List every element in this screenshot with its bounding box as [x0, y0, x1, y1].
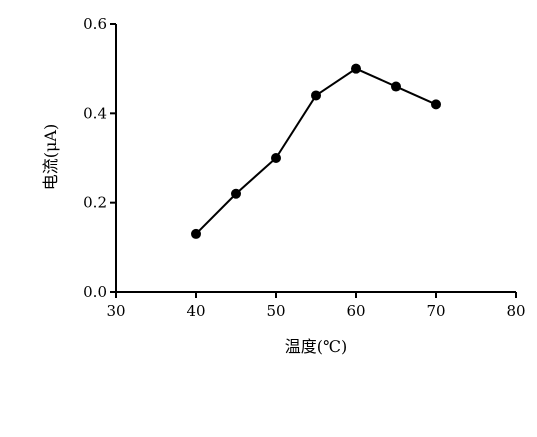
- data-point: [391, 81, 401, 92]
- data-point: [351, 63, 361, 74]
- x-tick-label: 30: [106, 302, 125, 320]
- y-tick-label: 0.0: [83, 283, 107, 301]
- axes: 0.0 0.2 0.4 0.6 30 40 50 60 70 80: [83, 15, 525, 320]
- y-tick-label: 0.4: [83, 104, 107, 122]
- data-point: [311, 90, 321, 101]
- x-tick-label: 70: [426, 302, 445, 320]
- data-point: [431, 99, 441, 110]
- x-tick-label: 80: [506, 302, 525, 320]
- data-points-group: [191, 63, 441, 239]
- y-tick-label: 0.6: [83, 15, 107, 33]
- x-axis-title: 温度(℃): [285, 337, 347, 356]
- x-tick-label: 50: [266, 302, 285, 320]
- x-tick-label: 40: [186, 302, 205, 320]
- data-point: [231, 188, 241, 199]
- data-point: [271, 153, 281, 163]
- data-point: [191, 228, 201, 239]
- x-tick-label: 60: [346, 302, 365, 320]
- y-tick-label: 0.2: [83, 194, 107, 212]
- y-axis-title: 电流(μA): [41, 124, 60, 190]
